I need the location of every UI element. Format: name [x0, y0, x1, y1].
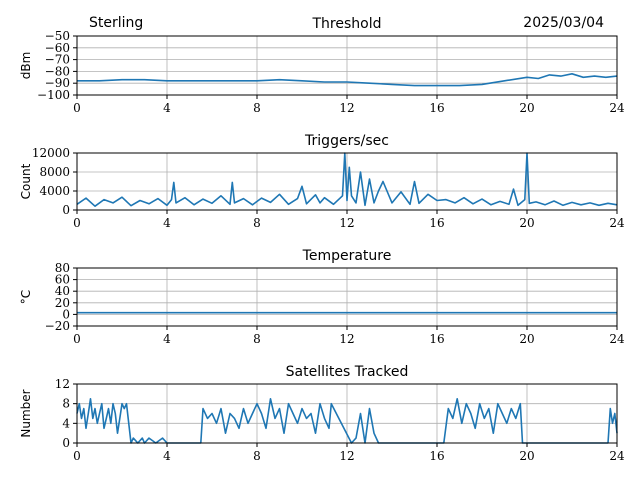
x-tick-label: 16: [429, 101, 444, 115]
x-tick-label: 8: [253, 101, 261, 115]
y-tick-label: 60: [55, 273, 70, 287]
y-tick-label: 80: [55, 261, 70, 275]
x-tick-label: 12: [339, 101, 354, 115]
x-tick-label: 16: [429, 449, 444, 463]
x-tick-label: 4: [163, 449, 171, 463]
x-tick-label: 0: [73, 101, 81, 115]
series-line-triggers: [76, 152, 618, 207]
x-tick-label: 20: [519, 101, 534, 115]
panel-threshold: 0 4 8 12 16 20 24 −100−90−80−70−60−50 Threshold d…: [19, 16, 625, 115]
panel-triggers: 0 4 8 12 16 20 24 0 4000 8000 12000 Triggers/sec Cou…: [19, 133, 625, 230]
x-tick-label: 4: [163, 101, 171, 115]
y-tick-label: 40: [55, 284, 70, 298]
station-name: Sterling: [89, 15, 143, 31]
y-tick-label: 8000: [39, 165, 70, 179]
x-tick-label: 12: [339, 216, 354, 230]
series-line-satellites: [76, 397, 618, 444]
x-tick-label: 24: [609, 101, 625, 115]
y-axis-label-temperature: °C: [19, 290, 33, 304]
y-tick-label: −70: [45, 53, 70, 67]
y-axis-label-satellites: Number: [19, 389, 33, 437]
series-line-threshold: [77, 73, 618, 87]
x-tick-label: 24: [609, 332, 625, 346]
y-tick-label: 20: [55, 296, 70, 310]
y-axis-label-threshold: dBm: [19, 52, 33, 80]
y-tick-label: −80: [45, 64, 70, 78]
x-tick-label: 20: [519, 332, 534, 346]
y-tick-label: 0: [62, 203, 70, 217]
x-tick-label: 16: [429, 332, 444, 346]
chart-title-temperature: Temperature: [302, 248, 392, 264]
y-tick-label: −60: [45, 41, 70, 55]
date-label: 2025/03/04: [523, 15, 604, 31]
chart-title-triggers: Triggers/sec: [304, 133, 389, 149]
y-tick-label: −20: [45, 319, 70, 333]
y-axis-label-triggers: Count: [19, 163, 33, 199]
y-tick-label: 4: [62, 416, 70, 430]
y-tick-label: 12000: [32, 146, 70, 160]
y-tick-label: 8: [62, 397, 70, 411]
x-tick-label: 24: [609, 449, 625, 463]
x-tick-label: 20: [519, 216, 534, 230]
x-tick-label: 20: [519, 449, 534, 463]
y-tick-label: 12: [55, 377, 70, 391]
x-tick-label: 0: [73, 449, 81, 463]
panel-satellites: 0 4 8 12 16 20 24 0 4 8 12 Satellites Tracked Number: [19, 364, 625, 463]
chart-title-satellites: Satellites Tracked: [286, 364, 409, 380]
chart-title-threshold: Threshold: [312, 16, 382, 32]
x-tick-label: 12: [339, 332, 354, 346]
x-tick-label: 8: [253, 332, 261, 346]
x-tick-label: 4: [163, 216, 171, 230]
y-tick-label: 0: [62, 436, 70, 450]
x-tick-label: 4: [163, 332, 171, 346]
x-tick-label: 24: [609, 216, 625, 230]
x-tick-label: 8: [253, 216, 261, 230]
y-tick-label: 0: [62, 307, 70, 321]
x-tick-label: 0: [73, 332, 81, 346]
x-tick-label: 12: [339, 449, 354, 463]
x-tick-label: 16: [429, 216, 444, 230]
x-tick-label: 0: [73, 216, 81, 230]
x-tick-label: 8: [253, 449, 261, 463]
y-tick-label: −100: [37, 88, 70, 102]
y-tick-label: −90: [45, 76, 70, 90]
y-tick-label: −50: [45, 29, 70, 43]
y-tick-label: 4000: [39, 184, 70, 198]
